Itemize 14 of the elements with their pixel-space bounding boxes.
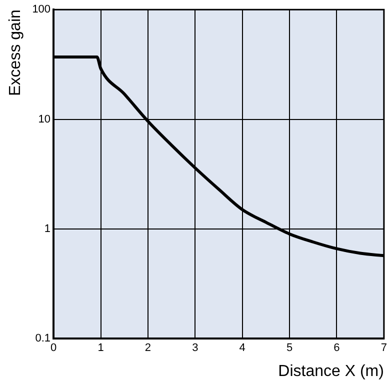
x-tick-label: 6 [334,342,340,354]
y-tick-label: 100 [32,4,51,16]
x-tick-label: 0 [50,342,57,354]
x-tick-label: 3 [192,342,198,354]
y-tick-label: 0.1 [35,332,51,345]
x-tick-label: 5 [286,342,293,354]
y-tick-label: 1 [44,222,51,235]
y-tick-label: 10 [38,113,51,126]
x-tick-label: 1 [98,342,104,354]
x-tick-label: 2 [144,342,152,354]
y-axis-title: Excess gain [7,10,24,96]
x-tick-label: 7 [380,342,388,354]
x-tick-label: 4 [239,342,246,354]
x-axis-title: Distance X (m) [278,362,384,380]
